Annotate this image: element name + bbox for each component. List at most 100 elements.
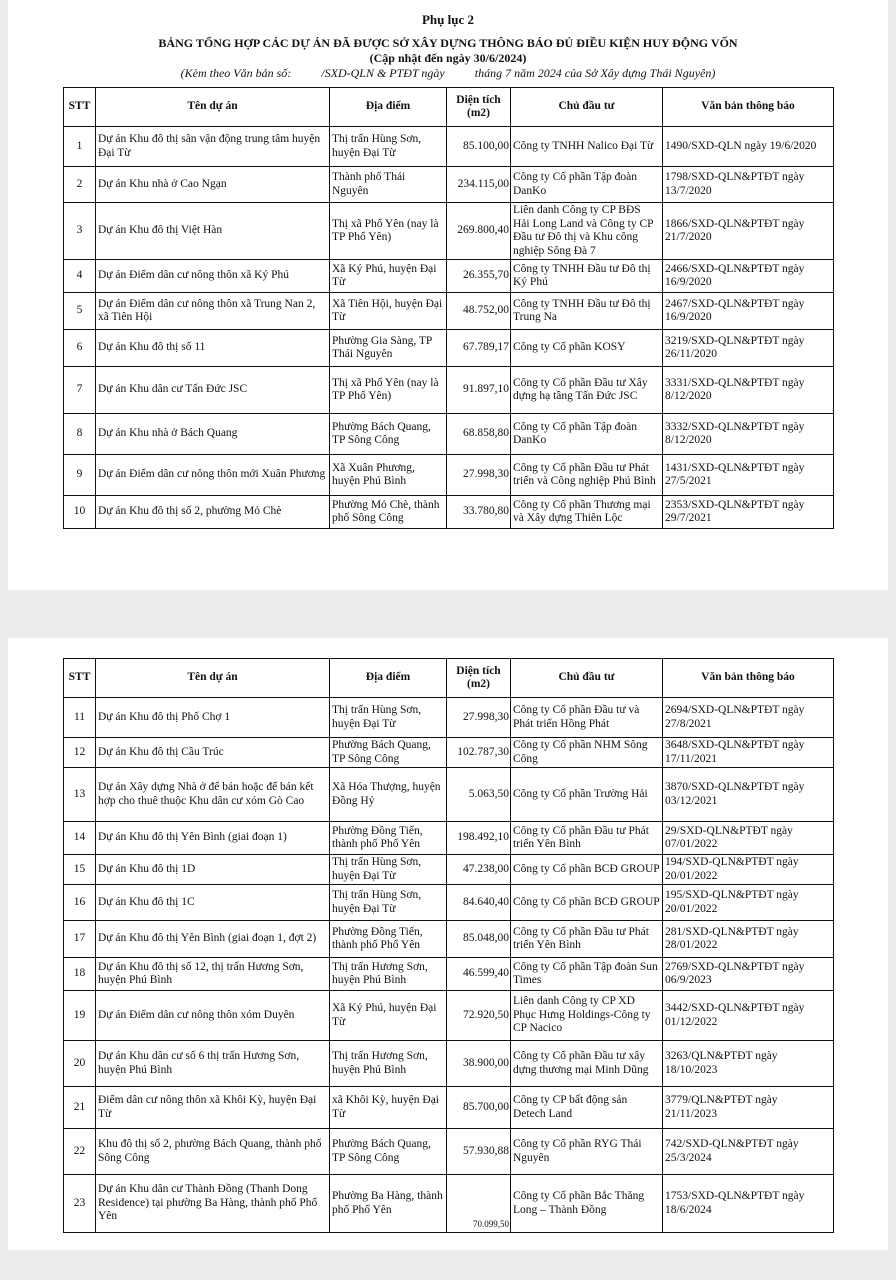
cell-area: 85.100,00 [446,126,511,167]
cell-document: 1866/SXD-QLN&PTĐT ngày 21/7/2020 [662,202,834,260]
table-row: 1 Dự án Khu đô thị sân vận động trung tâm… [63,126,834,167]
cell-area: 70.099,50 [446,1174,511,1233]
table-row: 21 Điểm dân cư nông thôn xã Khôi Kỳ, huyệ… [63,1086,834,1129]
table-row: 6 Dự án Khu đô thị số 11 Phường Gia Sàng, … [63,329,834,367]
cell-document: 1490/SXD-QLN ngày 19/6/2020 [662,126,834,167]
cell-stt: 5 [63,292,96,330]
attached-reference: (Kèm theo Văn bản số: /SXD-QLN & PTĐT ng… [180,66,716,80]
table-row: 17 Dự án Khu đô thị Yên Bình (giai đoạn 1… [63,920,834,958]
table-row: 22 Khu đô thị số 2, phường Bách Quang, th… [63,1128,834,1175]
cell-document: 2467/SXD-QLN&PTĐT ngày 16/9/2020 [662,292,834,330]
cell-location: Thị xã Phổ Yên (nay là TP Phổ Yên) [329,366,447,414]
col-header-area: Diện tích (m2) [446,658,511,698]
cell-location: Thị trấn Hương Sơn, huyện Phú Bình [329,1040,447,1087]
cell-investor: Liên danh Công ty CP BĐS Hải Long Land v… [510,202,663,260]
cell-stt: 12 [63,737,96,768]
cell-document: 3219/SXD-QLN&PTĐT ngày 26/11/2020 [662,329,834,367]
cell-stt: 1 [63,126,96,167]
cell-area: 85.048,00 [446,920,511,958]
cell-project-name: Dự án Khu dân cư số 6 thị trấn Hương Sơn… [95,1040,330,1087]
cell-area: 72.920,50 [446,990,511,1041]
cell-investor: Công ty Cổ phần Tập đoàn DanKo [510,413,663,455]
col-header-document: Văn bản thông báo [662,87,834,127]
table-row: 12 Dự án Khu đô thị Cầu Trúc Phường Bách Q… [63,737,834,768]
cell-document: 3332/SXD-QLN&PTĐT ngày 8/12/2020 [662,413,834,455]
cell-location: Xã Ký Phú, huyện Đại Từ [329,259,447,293]
cell-investor: Công ty TNHH Đầu tư Đô thị Trung Na [510,292,663,330]
cell-document: 1431/SXD-QLN&PTĐT ngày 27/5/2021 [662,454,834,496]
cell-area: 67.789,17 [446,329,511,367]
cell-stt: 19 [63,990,96,1041]
cell-project-name: Dự án Điểm dân cư nông thôn mới Xuân Phư… [95,454,330,496]
col-header-location: Địa điểm [329,87,447,127]
cell-area: 198.492,10 [446,821,511,855]
cell-area: 27.998,30 [446,697,511,738]
cell-project-name: Dự án Điểm dân cư nông thôn xóm Duyên [95,990,330,1041]
cell-stt: 18 [63,957,96,991]
cell-project-name: Dự án Khu nhà ở Bách Quang [95,413,330,455]
cell-investor: Công ty Cổ phần BCĐ GROUP [510,884,663,921]
cell-location: Thị trấn Hùng Sơn, huyện Đại Từ [329,884,447,921]
cell-project-name: Dự án Khu đô thị 1C [95,884,330,921]
table-header-row: STT Tên dự án Địa điểm Diện tích (m2) Ch… [63,87,834,127]
cell-investor: Công ty Cổ phần RYG Thái Nguyên [510,1128,663,1175]
cell-investor: Công ty Cổ phần Trường Hải [510,767,663,822]
cell-project-name: Dự án Khu đô thị Cầu Trúc [95,737,330,768]
cell-area: 85.700,00 [446,1086,511,1129]
cell-document: 3779/QLN&PTĐT ngày 21/11/2023 [662,1086,834,1129]
cell-stt: 15 [63,854,96,885]
cell-stt: 13 [63,767,96,822]
cell-project-name: Dự án Khu đô thị sân vận động trung tâm … [95,126,330,167]
cell-document: 29/SXD-QLN&PTĐT ngày 07/01/2022 [662,821,834,855]
col-header-name: Tên dự án [95,658,330,698]
cell-investor: Công ty Cổ phần BCĐ GROUP [510,854,663,885]
table-row: 5 Dự án Điểm dân cư nông thôn xã Trung Na… [63,292,834,330]
cell-investor: Công ty TNHH Nalico Đại Từ [510,126,663,167]
cell-location: Xã Tiên Hội, huyện Đại Từ [329,292,447,330]
cell-project-name: Dự án Khu nhà ở Cao Ngạn [95,166,330,203]
cell-area: 48.752,00 [446,292,511,330]
table-row: 11 Dự án Khu đô thị Phố Chợ 1 Thị trấn Hùn… [63,697,834,738]
table-row: 10 Dự án Khu đô thị số 2, phường Mỏ Chè Ph… [63,495,834,529]
cell-area: 47.238,00 [446,854,511,885]
cell-document: 3331/SXD-QLN&PTĐT ngày 8/12/2020 [662,366,834,414]
cell-investor: Công ty TNHH Đầu tư Đô thị Ký Phú [510,259,663,293]
cell-location: Thị trấn Hùng Sơn, huyện Đại Từ [329,126,447,167]
table-header-row: STT Tên dự án Địa điểm Diện tích (m2) Ch… [63,658,834,698]
cell-location: Thị trấn Hùng Sơn, huyện Đại Từ [329,697,447,738]
cell-stt: 3 [63,202,96,260]
cell-area: 68.858,80 [446,413,511,455]
cell-investor: Công ty Cổ phần Đầu tư Phát triển Yên Bì… [510,920,663,958]
cell-location: Phường Đồng Tiến, thành phố Phổ Yên [329,920,447,958]
cell-location: Phường Ba Hàng, thành phố Phổ Yên [329,1174,447,1233]
cell-investor: Liên danh Công ty CP XD Phục Hưng Holdin… [510,990,663,1041]
cell-project-name: Dự án Khu đô thị Phố Chợ 1 [95,697,330,738]
cell-investor: Công ty Cổ phần Đầu tư Phát triển và Côn… [510,454,663,496]
cell-investor: Công ty CP bất động sản Detech Land [510,1086,663,1129]
table-row: 15 Dự án Khu đô thị 1D Thị trấn Hùng Sơn, … [63,854,834,885]
cell-location: Thị xã Phổ Yên (nay là TP Phổ Yên) [329,202,447,260]
cell-project-name: Dự án Khu đô thị 1D [95,854,330,885]
cell-investor: Công ty Cổ phần Bắc Thăng Long – Thành Đ… [510,1174,663,1233]
cell-area: 27.998,30 [446,454,511,496]
col-header-investor: Chủ đầu tư [510,658,663,698]
cell-location: Phường Bách Quang, TP Sông Công [329,1128,447,1175]
cell-location: xã Khôi Kỳ, huyện Đại Từ [329,1086,447,1129]
cell-area: 102.787,30 [446,737,511,768]
cell-stt: 8 [63,413,96,455]
cell-document: 281/SXD-QLN&PTĐT ngày 28/01/2022 [662,920,834,958]
cell-stt: 9 [63,454,96,496]
cell-document: 2466/SXD-QLN&PTĐT ngày 16/9/2020 [662,259,834,293]
cell-area: 57.930,88 [446,1128,511,1175]
cell-investor: Công ty Cổ phần Tập đoàn Sun Times [510,957,663,991]
cell-document: 3442/SXD-QLN&PTĐT ngày 01/12/2022 [662,990,834,1041]
cell-area: 33.780,80 [446,495,511,529]
col-header-stt: STT [63,658,96,698]
cell-project-name: Dự án Điểm dân cư nông thôn xã Trung Nan… [95,292,330,330]
cell-investor: Công ty Cổ phần Đầu tư Xây dựng hạ tầng … [510,366,663,414]
cell-document: 1753/SXD-QLN&PTĐT ngày 18/6/2024 [662,1174,834,1233]
cell-project-name: Dự án Khu dân cư Thành Đồng (Thanh Dong … [95,1174,330,1233]
cell-location: Xã Xuân Phương, huyện Phú Bình [329,454,447,496]
cell-location: Thị trấn Hương Sơn, huyện Phú Bình [329,957,447,991]
table-row: 23 Dự án Khu dân cư Thành Đồng (Thanh Don… [63,1174,834,1233]
